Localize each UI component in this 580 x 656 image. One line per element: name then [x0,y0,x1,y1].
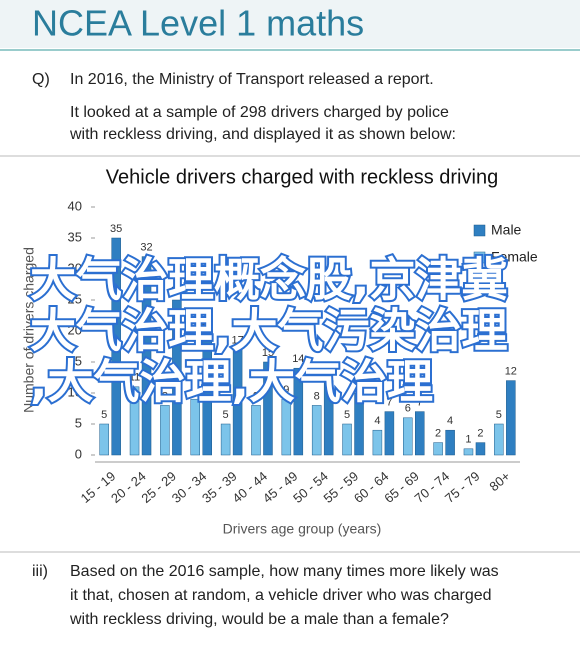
chart-title: Vehicle drivers charged with reckless dr… [106,166,498,188]
watermark-line: 大气治理概念股,京津冀 [30,253,507,307]
data-label: 8 [162,390,168,402]
bar [311,405,322,456]
question-line: It looked at a sample of 298 drivers cha… [70,104,449,121]
question-line: it that, chosen at random, a vehicle dri… [70,587,492,604]
data-label: 12 [323,366,335,378]
data-label: 2 [435,428,441,440]
question-line: Based on the 2016 sample, how many times… [70,563,499,580]
data-label: 4 [447,415,453,427]
bar [160,405,170,456]
data-label: 1 [465,434,471,446]
bar [433,442,443,456]
data-label: 20 [201,316,213,328]
bar [403,417,413,456]
data-label: 5 [496,409,502,421]
y-tick-label: 15 [68,353,82,368]
data-label: 35 [110,223,122,235]
header-title: NCEA Level 1 maths [32,3,364,44]
bar [232,349,243,456]
question-line: In 2016, the Ministry of Transport relea… [70,71,434,88]
bar [415,411,425,456]
data-label: 7 [417,397,423,409]
bar [463,448,474,456]
data-label: 17 [231,335,243,347]
data-label: 9 [192,384,198,396]
bar [372,429,383,456]
bar [281,398,292,456]
bar [202,330,212,456]
data-label: 14 [292,353,304,365]
y-tick-label: 30 [68,260,82,275]
y-tick-label: 40 [68,198,82,213]
question-line: with reckless driving, and displayed it … [69,126,456,143]
bar [141,256,152,456]
y-tick-label: 0 [75,446,82,461]
data-label: 6 [405,403,411,415]
y-tick-label: 5 [75,415,82,430]
legend-label: Male [491,222,522,238]
data-label: 7 [386,397,392,409]
bar [354,392,364,456]
data-label: 12 [505,366,517,378]
bar [99,423,109,456]
bar [172,299,182,456]
y-axis-title: Number of drivers charged [21,247,37,413]
bar [190,398,200,456]
y-tick-label: 35 [68,229,82,244]
legend-swatch [473,251,486,264]
data-label: 11 [129,372,140,384]
watermark-line: ,大气治理,大气治理 [30,355,433,409]
bar [129,386,140,456]
bar [220,423,231,456]
bar [506,380,516,456]
data-label: 5 [101,409,107,421]
bar [445,429,455,456]
data-label: 10 [353,378,365,390]
data-label: 5 [344,409,350,421]
question-label: iii) [32,563,48,580]
data-label: 8 [314,390,320,402]
bar [342,423,352,456]
watermark-line: 大气治理,大气污染治理 [30,304,507,358]
x-axis-title: Drivers age group (years) [223,521,382,537]
y-tick-label: 20 [68,322,82,337]
legend-swatch [473,224,486,237]
bar [251,405,261,456]
y-tick-label: 10 [68,384,82,399]
data-label: 8 [253,390,259,402]
data-label: 5 [223,409,229,421]
bar [384,411,395,456]
bar [263,361,273,456]
data-label: 32 [140,242,152,254]
data-label: 2 [477,428,483,440]
y-tick-label: 25 [68,291,82,306]
bar [293,367,304,456]
legend-label: Female [491,249,538,265]
header-band [0,0,580,48]
question-label: Q) [32,71,50,88]
question-line: with reckless driving, would be a male t… [69,611,449,628]
data-label: 4 [374,415,380,427]
bar [111,237,121,456]
bar [475,442,486,456]
data-label: 9 [283,384,289,396]
data-label: 15 [262,347,274,359]
data-label: 25 [171,285,183,297]
bar [494,423,504,456]
bar [323,380,334,456]
